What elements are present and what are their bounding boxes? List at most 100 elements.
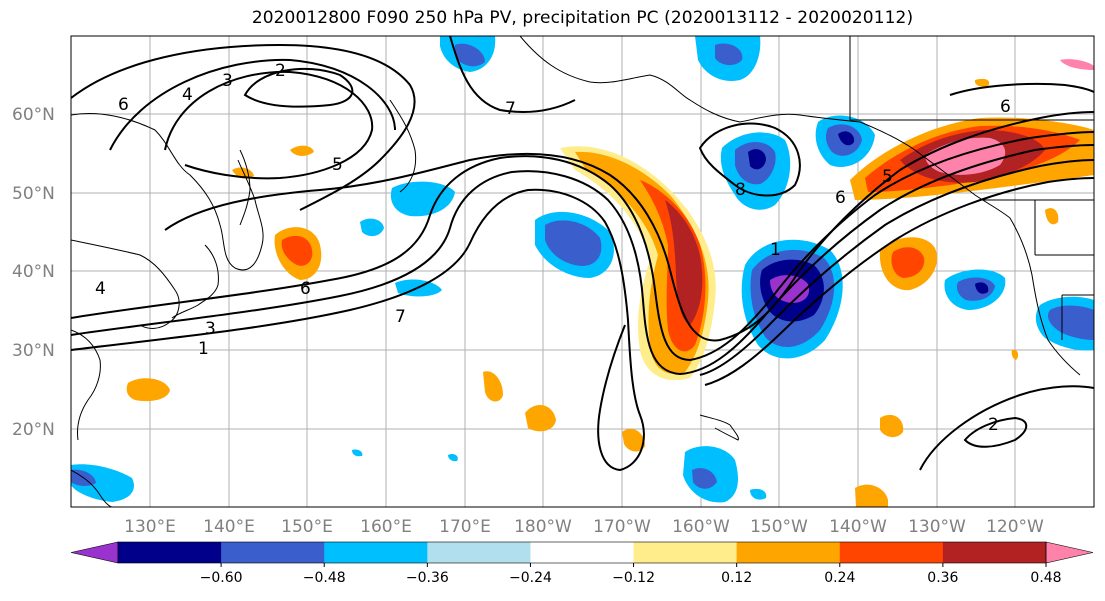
contour-jet-3 [71, 144, 1094, 376]
shade-blob-140w-core [891, 247, 925, 278]
contour-label: 5 [882, 167, 893, 187]
contour-label: 1 [198, 339, 209, 359]
lat-label: 60°N [12, 105, 55, 125]
contour-label: 3 [205, 319, 216, 339]
contour-7-north [449, 36, 576, 113]
coast-sakhalin [239, 149, 251, 226]
coast-japan [171, 244, 219, 319]
shade-low-bering-blue [715, 43, 743, 66]
contour-jet-2 [71, 131, 1094, 362]
lon-label: 140°E [203, 517, 255, 537]
coast-chukotka [519, 36, 691, 101]
contour-4 [109, 58, 396, 151]
lon-label: 160°W [672, 517, 730, 537]
contour-3 [164, 70, 374, 180]
contour-jet-5 [699, 159, 1094, 376]
lat-label: 40°N [12, 262, 55, 282]
colorbar-tick-label: −0.12 [612, 570, 655, 586]
shade-blob-bottom [855, 484, 888, 507]
colorbar-tick-label: 0.36 [927, 570, 958, 586]
contour-2 [243, 67, 354, 108]
lon-label: 170°E [439, 517, 491, 537]
coast-bc [859, 121, 1011, 219]
contour-jet-1 [164, 111, 1094, 342]
colorbar-segments [70, 541, 1094, 564]
shade-blob-ne-corner [1060, 59, 1094, 70]
contour-jet-6 [704, 177, 1094, 386]
contour-label: 2 [275, 61, 286, 81]
colorbar-tick-label: −0.60 [200, 570, 243, 586]
contour-label: 5 [332, 155, 343, 175]
lon-label: 160°E [360, 517, 412, 537]
border-mexico [1061, 294, 1094, 340]
contour-label: 6 [835, 188, 846, 208]
shade-blob-kamchatka [290, 145, 314, 156]
coast-alaska [689, 99, 861, 123]
coast-china [71, 329, 101, 441]
coast-philippines [71, 469, 113, 507]
border-alaska-canada [849, 36, 1094, 121]
contour-label: 2 [988, 415, 999, 435]
colorbar-tick-label: −0.24 [509, 570, 552, 586]
colorbar-segment [633, 542, 738, 563]
shade-low-kurils [390, 181, 455, 217]
shade-band-160w-darkred [665, 200, 703, 325]
colorbar-tick-label: −0.36 [406, 570, 449, 586]
colorbar-tick-label: 0.12 [721, 570, 752, 586]
figure-title: 2020012800 F090 250 hPa PV, precipitatio… [251, 8, 914, 28]
lon-label: 140°W [829, 517, 887, 537]
colorbar-extend-max [1045, 541, 1094, 564]
contour-label: 6 [1000, 97, 1011, 117]
shade-low-small-3 [750, 488, 767, 500]
contour-6-northeast [949, 82, 1094, 96]
shade-low-cal-blue [1047, 305, 1094, 340]
lon-label: 130°W [908, 517, 966, 537]
longitude-labels: 130°E 140°E 150°E 160°E 170°E 180°W 170°… [124, 517, 1044, 537]
contour-label: 6 [300, 279, 311, 299]
pv-contours [71, 36, 1094, 472]
shade-low-180-blue [545, 220, 602, 266]
coast-kamchatka [389, 99, 417, 193]
lat-label: 20°N [12, 420, 55, 440]
colorbar-extend-min [70, 541, 119, 564]
colorbar-outline [117, 541, 1047, 564]
colorbar-segment [736, 542, 841, 563]
shade-low-small-1 [360, 218, 384, 237]
shade-blob-canada [1045, 208, 1059, 225]
colorbar-segment [839, 542, 944, 563]
contour-8-gulf [698, 122, 801, 197]
lon-label: 150°E [281, 517, 333, 537]
shade-low-130w-navy [975, 282, 989, 294]
contour-6-north [71, 43, 416, 211]
contour-2-loop [963, 416, 1028, 448]
map-frame [70, 35, 1095, 508]
shade-low-okhotsk-blue [455, 43, 485, 67]
shade-blob-140w-south [880, 414, 904, 438]
shade-low-south-blue [692, 468, 717, 489]
shade-blob-japan-core [281, 235, 313, 266]
latitude-labels: 60°N 50°N 40°N 30°N 20°N [12, 105, 55, 440]
coast-hawaii [699, 414, 739, 441]
contour-label: 6 [118, 95, 129, 115]
coastlines [71, 36, 1094, 507]
colorbar-segment [942, 542, 1047, 563]
contour-labels: 6 4 3 2 7 5 1 3 4 6 7 1 8 6 5 6 2 [95, 61, 1011, 435]
colorbar-segment [427, 542, 531, 563]
shade-blob-midpac [483, 371, 503, 402]
lon-label: 170°W [593, 517, 651, 537]
lon-label: 130°E [124, 517, 176, 537]
lon-label: 150°W [750, 517, 808, 537]
contour-label: 1 [770, 240, 781, 260]
contour-label: 3 [222, 71, 233, 91]
contour-label: 8 [735, 180, 746, 200]
shade-low-small-5 [448, 453, 458, 462]
colorbar-segment [221, 542, 325, 563]
contour-jet-4 [71, 188, 645, 472]
coast-asia-2 [71, 239, 180, 329]
colorbar-segment [530, 542, 635, 563]
colorbar-tick-label: 0.48 [1030, 570, 1061, 586]
graticule [71, 36, 1094, 507]
shade-low-alaska-navy [838, 131, 855, 146]
coast-uswest [1009, 217, 1081, 376]
